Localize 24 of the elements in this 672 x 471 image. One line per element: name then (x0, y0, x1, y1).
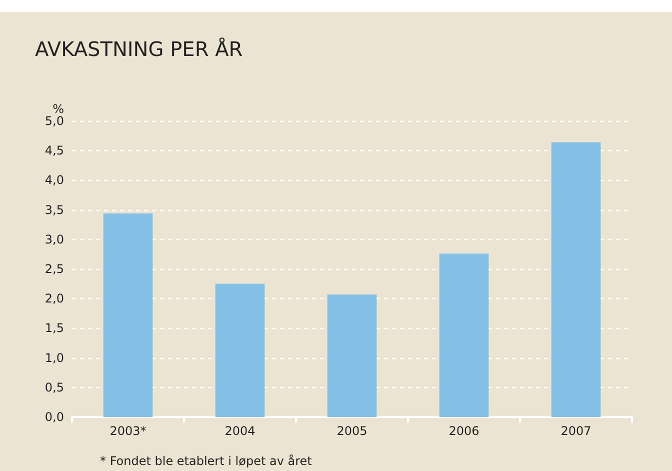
y-axis-title: % (52, 102, 64, 116)
x-tick-label: 2004 (224, 424, 256, 438)
y-tick-label: 1,0 (44, 350, 64, 365)
x-tick-label: 2003* (110, 424, 146, 438)
bar (439, 254, 489, 417)
y-tick-label: 1,5 (44, 321, 64, 336)
text: * Fondet ble etablert i løpet av året (100, 454, 312, 468)
x-tick-label: 2005 (336, 424, 368, 438)
chart-title: AVKASTNING PER ÅR (35, 37, 243, 61)
bar (215, 284, 265, 417)
y-tick-label: 3,5 (44, 202, 64, 217)
x-tick-label: 2006 (448, 424, 480, 438)
x-tick-label: 2007 (560, 424, 592, 438)
bar (103, 213, 153, 417)
bar (551, 142, 601, 417)
bar (327, 294, 377, 417)
y-tick-label: 3,0 (44, 232, 64, 246)
y-tick-label: 5,0 (44, 114, 64, 128)
y-tick-label: 0,0 (44, 410, 64, 424)
y-tick-label: 2,0 (44, 292, 64, 306)
y-tick-label: 2,5 (44, 262, 64, 276)
y-tick-label: 0,5 (44, 380, 64, 394)
y-tick-label: 4,0 (44, 173, 64, 188)
y-tick-label: 4,5 (44, 144, 64, 158)
